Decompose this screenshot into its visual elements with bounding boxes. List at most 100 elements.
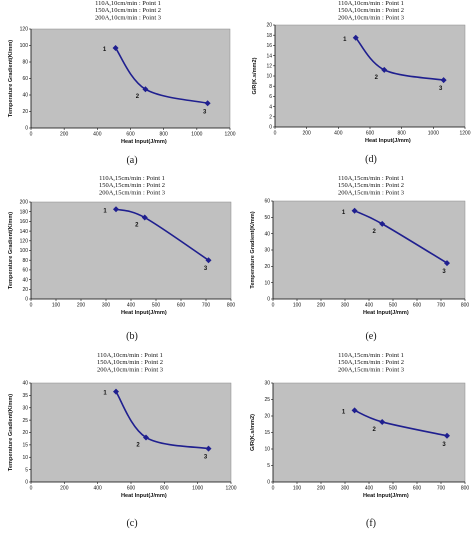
data-point-marker xyxy=(351,407,358,414)
x-tick-label: 100 xyxy=(293,303,302,309)
legend-entry: 200A,15cm/min : Point 3 xyxy=(338,189,404,196)
legend-entry: 110A,10cm/min : Point 1 xyxy=(95,0,161,7)
x-tick-label: 700 xyxy=(437,303,446,309)
x-tick-label: 300 xyxy=(102,303,111,309)
plot-area xyxy=(274,24,466,128)
panel-label: (e) xyxy=(365,331,376,342)
y-axis-label: Temperature Gradient(K/mm) xyxy=(250,211,256,288)
legend-entry: 110A,15cm/min : Point 1 xyxy=(99,175,165,182)
legend-entry: 150A,15cm/min : Point 2 xyxy=(99,182,165,189)
legend-entry: 200A,10cm/min : Point 3 xyxy=(97,366,163,373)
y-tick-label: 30 xyxy=(22,405,28,411)
data-point-marker xyxy=(113,388,119,395)
x-tick-label: 800 xyxy=(159,132,168,138)
x-tick-label: 100 xyxy=(293,486,302,492)
point-label: 2 xyxy=(135,223,139,229)
legend-entry: 200A,10cm/min : Point 3 xyxy=(95,14,161,21)
x-tick-label: 0 xyxy=(30,303,33,309)
y-tick-label: 20 xyxy=(266,23,272,29)
y-tick-label: 8 xyxy=(269,84,272,90)
data-point-marker xyxy=(352,34,359,41)
x-tick-label: 200 xyxy=(302,131,311,137)
data-point-marker xyxy=(142,86,149,93)
x-tick-label: 1000 xyxy=(428,131,439,137)
x-tick-label: 800 xyxy=(397,131,406,137)
plot-area xyxy=(30,201,232,300)
point-label: 1 xyxy=(343,37,347,43)
x-tick-label: 700 xyxy=(437,486,446,492)
x-tick-label: 200 xyxy=(317,486,326,492)
y-tick-label: 60 xyxy=(22,268,28,274)
y-tick-label: 60 xyxy=(22,76,28,82)
y-axis-label: G/R(K.s/mm2) xyxy=(250,414,256,451)
x-tick-label: 600 xyxy=(127,486,136,492)
x-tick-label: 1000 xyxy=(192,486,203,492)
point-label: 3 xyxy=(204,266,208,272)
x-tick-label: 200 xyxy=(77,303,86,309)
y-tick-label: 15 xyxy=(22,443,28,449)
x-axis-label: Heat Input(J/mm) xyxy=(365,138,411,144)
data-point-marker xyxy=(351,207,358,214)
y-tick-label: 60 xyxy=(264,199,270,205)
legend-entry: 200A,15cm/min : Point 3 xyxy=(99,189,165,196)
x-tick-label: 500 xyxy=(152,303,161,309)
legend-entry: 150A,15cm/min : Point 2 xyxy=(338,182,404,189)
y-tick-label: 0 xyxy=(267,297,270,303)
y-tick-label: 10 xyxy=(264,280,270,286)
data-point-marker xyxy=(143,434,149,441)
y-tick-label: 80 xyxy=(22,258,28,264)
x-tick-label: 400 xyxy=(365,303,374,309)
y-tick-label: 100 xyxy=(20,248,29,254)
point-label: 1 xyxy=(342,210,346,216)
x-tick-label: 600 xyxy=(413,486,422,492)
y-tick-label: 30 xyxy=(264,248,270,254)
y-tick-label: 18 xyxy=(266,33,272,39)
x-tick-label: 100 xyxy=(52,303,61,309)
x-tick-label: 400 xyxy=(334,131,343,137)
data-point-marker xyxy=(113,206,119,213)
legend-entry: 110A,10cm/min : Point 1 xyxy=(97,352,163,359)
x-tick-label: 600 xyxy=(126,132,135,138)
point-label: 2 xyxy=(136,442,140,448)
point-label: 3 xyxy=(442,269,446,275)
y-tick-label: 20 xyxy=(22,109,28,115)
data-point-marker xyxy=(444,260,450,267)
data-point-marker xyxy=(379,418,386,425)
y-tick-label: 40 xyxy=(264,231,270,237)
legend-entry: 150A,10cm/min : Point 2 xyxy=(97,359,163,366)
legend-entry: 150A,10cm/min : Point 2 xyxy=(95,7,161,14)
y-tick-label: 80 xyxy=(22,60,28,66)
x-tick-label: 400 xyxy=(127,303,136,309)
y-tick-label: 20 xyxy=(264,264,270,270)
x-tick-label: 800 xyxy=(461,486,470,492)
x-tick-label: 1200 xyxy=(459,131,470,137)
x-tick-label: 500 xyxy=(389,486,398,492)
y-tick-label: 5 xyxy=(25,467,28,473)
y-tick-label: 180 xyxy=(20,209,29,215)
y-axis-label: Temperature Gradient(K/mm) xyxy=(8,394,14,471)
x-tick-label: 600 xyxy=(413,303,422,309)
y-tick-label: 10 xyxy=(264,447,270,453)
x-tick-label: 800 xyxy=(227,303,236,309)
x-axis-label: Heat Input(J/mm) xyxy=(121,139,167,145)
y-tick-label: 5 xyxy=(267,463,270,469)
legend-entry: 200A,10cm/min : Point 3 xyxy=(338,14,404,21)
y-tick-label: 0 xyxy=(25,126,28,132)
y-tick-label: 25 xyxy=(22,418,28,424)
point-label: 3 xyxy=(203,109,207,115)
y-tick-label: 20 xyxy=(22,430,28,436)
y-tick-label: 10 xyxy=(266,74,272,80)
x-tick-label: 700 xyxy=(202,303,211,309)
x-tick-label: 400 xyxy=(93,132,102,138)
point-label: 1 xyxy=(103,208,107,214)
plot-area xyxy=(272,200,466,300)
x-tick-label: 1000 xyxy=(191,132,202,138)
y-axis-label: Temperature Gradient(K/mm) xyxy=(8,212,14,289)
x-tick-label: 200 xyxy=(60,132,69,138)
point-label: 1 xyxy=(103,391,107,397)
x-tick-label: 0 xyxy=(272,303,275,309)
x-axis-label: Heat Input(J/mm) xyxy=(121,310,167,316)
